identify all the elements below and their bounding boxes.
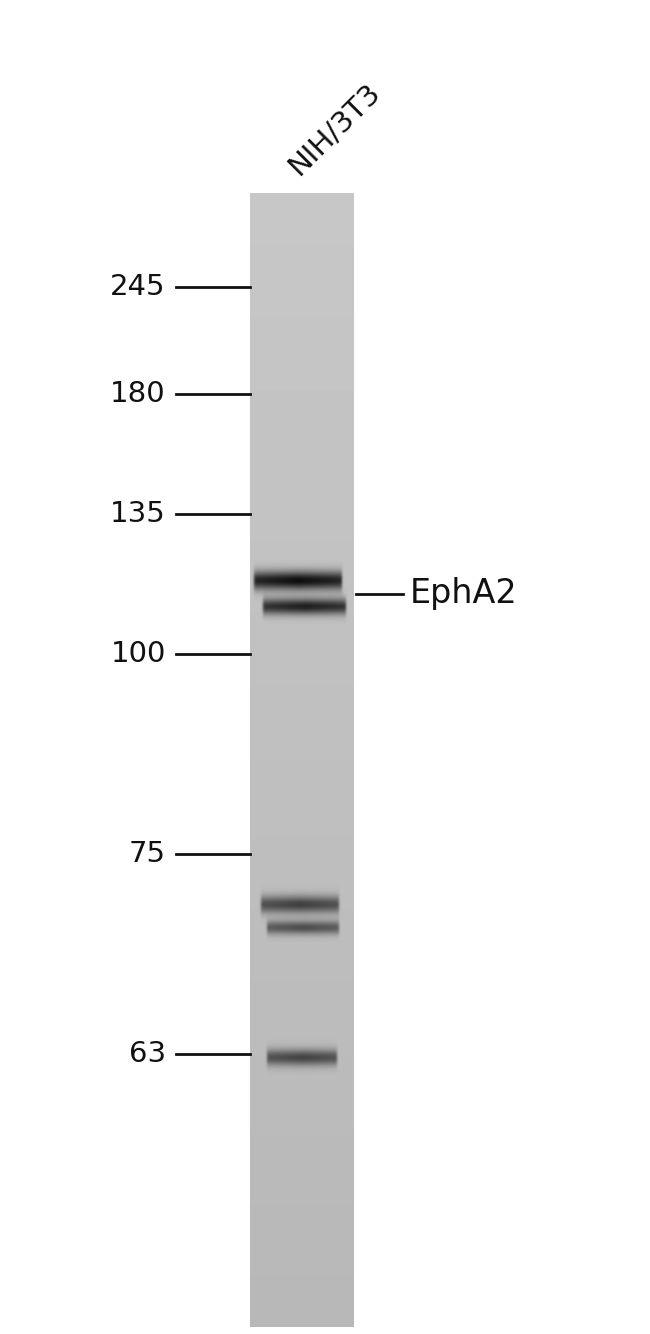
Text: 75: 75	[129, 840, 166, 867]
Text: NIH/3T3: NIH/3T3	[283, 77, 385, 180]
Text: 100: 100	[111, 640, 166, 667]
Text: 63: 63	[129, 1041, 166, 1067]
Text: 135: 135	[110, 500, 166, 527]
Text: EphA2: EphA2	[410, 578, 517, 610]
Text: 180: 180	[110, 380, 166, 407]
Text: 245: 245	[111, 273, 166, 300]
